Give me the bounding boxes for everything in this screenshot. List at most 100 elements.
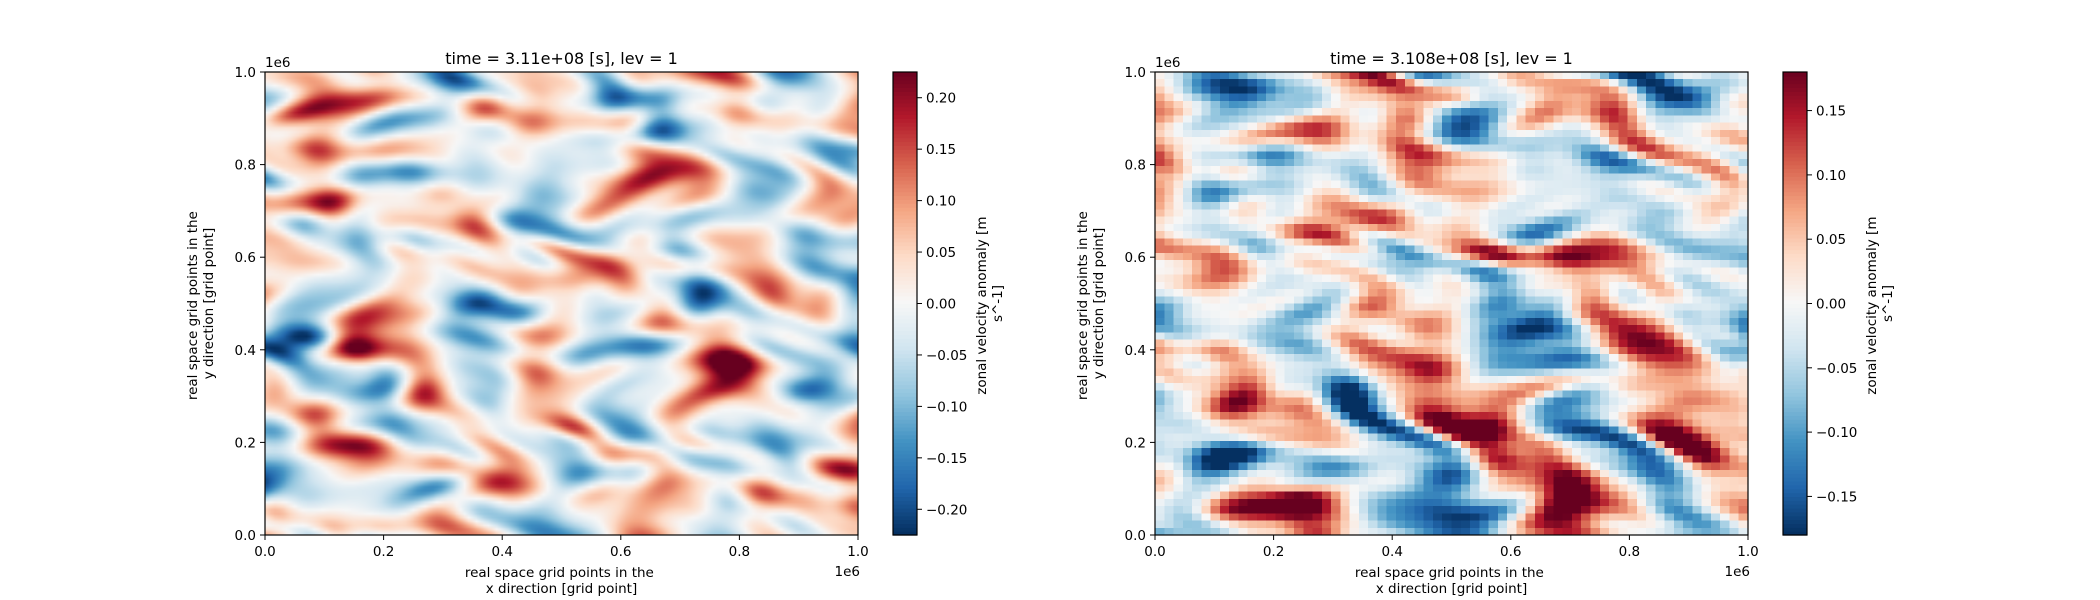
colorbar-segment: [1783, 199, 1807, 204]
colorbar-tick-label: 0.15: [1816, 104, 1846, 120]
y-tick-label: 1.0: [235, 65, 256, 81]
colorbar-segment: [893, 195, 917, 200]
y-tick-label: 1.0: [1125, 65, 1146, 81]
y-axis-ticks: 0.0 0.2 0.4 0.6 0.8 1.0: [1125, 65, 1155, 544]
colorbar-segment: [893, 527, 917, 532]
colorbar-segment: [893, 187, 917, 193]
colorbar-segment: [1783, 426, 1807, 432]
colorbar-segment: [1783, 496, 1807, 501]
heatmap-image: [1155, 72, 1748, 535]
colorbar-ticks: −0.20 −0.15 −0.10 −0.05 0.00 0.05 0.10 0.15 0.20: [917, 91, 967, 518]
colorbar-segment: [893, 322, 917, 328]
colorbar-segment: [893, 380, 917, 386]
colorbar-segment: [1783, 465, 1807, 471]
y-axis-ticks: 0.0 0.2 0.4 0.6 0.8 1.0: [235, 65, 265, 544]
colorbar-segment: [1783, 342, 1807, 347]
y-tick-label: 0.4: [1125, 343, 1146, 359]
y-axis-label: real space grid points in the y directio…: [185, 207, 217, 400]
colorbar-segment: [1783, 210, 1807, 216]
x-axis-label-line-1: real space grid points in the: [465, 565, 654, 581]
colorbar-segment: [1783, 307, 1807, 312]
colorbar-segment: [1783, 369, 1807, 374]
colorbar-segment: [893, 99, 917, 104]
colorbar-segment: [893, 268, 917, 274]
colorbar-segment: [893, 480, 917, 486]
colorbar-segment: [893, 291, 917, 297]
colorbar-segment: [1783, 315, 1807, 320]
heatmap-panel-left: 0.0 0.2 0.4 0.6 0.8 1.0 0.0 0.2 0.4 0.6 0.8 1.0 ti…: [185, 49, 1006, 597]
colorbar-segment: [1783, 156, 1807, 162]
y-offset-label: 1e6: [1155, 55, 1180, 71]
x-offset-label: 1e6: [1725, 564, 1750, 580]
colorbar-segment: [1783, 330, 1807, 335]
colorbar-segment: [1783, 492, 1807, 498]
colorbar-segment: [893, 523, 917, 528]
colorbar-segment: [893, 257, 917, 262]
colorbar-segment: [893, 160, 917, 166]
x-tick-label: 1.0: [847, 544, 868, 560]
colorbar-segment: [1783, 480, 1807, 486]
x-tick-label: 0.2: [373, 544, 394, 560]
colorbar-segment: [1783, 442, 1807, 447]
colorbar-segment: [893, 168, 917, 173]
colorbar-segment: [893, 407, 917, 413]
x-axis-ticks: 0.0 0.2 0.4 0.6 0.8 1.0: [1144, 535, 1759, 560]
colorbar-segment: [1783, 511, 1807, 517]
x-tick-label: 0.0: [254, 544, 275, 560]
colorbar-segment: [893, 153, 917, 158]
colorbar-segment: [893, 473, 917, 478]
colorbar-segment: [893, 450, 917, 455]
colorbar-tick-label: −0.15: [926, 451, 967, 467]
colorbar-ticks: −0.15 −0.10 −0.05 0.00 0.05 0.10 0.15: [1807, 104, 1857, 505]
colorbar-tick-label: −0.20: [926, 502, 967, 518]
colorbar-segment: [893, 75, 917, 81]
colorbar-segment: [1783, 218, 1807, 224]
colorbar-segment: [893, 110, 917, 116]
colorbar-segment: [1783, 222, 1807, 227]
colorbar-segment: [893, 492, 917, 498]
colorbar-segment: [893, 430, 917, 436]
y-axis-label-line-2: y direction [grid point]: [201, 228, 217, 379]
colorbar-tick-label: −0.10: [1816, 425, 1857, 441]
colorbar-tick-label: −0.10: [926, 399, 967, 415]
x-axis-label: real space grid points in the x directio…: [1355, 565, 1548, 597]
x-axis-label-line-2: x direction [grid point]: [486, 581, 637, 597]
colorbar-tick-label: 0.15: [926, 142, 956, 158]
colorbar-label: zonal velocity anomaly [m s^-1]: [974, 212, 1006, 395]
y-tick-label: 0.4: [235, 343, 256, 359]
x-tick-label: 1.0: [1737, 544, 1758, 560]
colorbar-segment: [1783, 187, 1807, 193]
colorbar-segment: [1783, 380, 1807, 386]
colorbar-segment: [1783, 504, 1807, 509]
colorbar-segment: [893, 388, 917, 393]
colorbar-segment: [1783, 469, 1807, 474]
colorbar-segment: [1783, 434, 1807, 440]
colorbar-segment: [1783, 484, 1807, 490]
colorbar-label-line-1: zonal velocity anomaly [m: [974, 217, 990, 395]
colorbar-segment: [893, 392, 917, 397]
colorbar-segment: [893, 230, 917, 235]
colorbar-segment: [893, 365, 917, 370]
x-offset-label: 1e6: [835, 564, 860, 580]
colorbar-segment: [893, 284, 917, 289]
colorbar-segment: [893, 176, 917, 181]
colorbar-segment: [893, 299, 917, 305]
colorbar-segment: [1783, 145, 1807, 150]
colorbar-segment: [893, 295, 917, 301]
colorbar-segment: [893, 203, 917, 208]
colorbar-segment: [1783, 203, 1807, 208]
colorbar-segment: [893, 403, 917, 409]
colorbar-segment: [893, 353, 917, 359]
colorbar-segment: [1783, 453, 1807, 459]
colorbar-segment: [893, 342, 917, 347]
colorbar-segment: [1783, 249, 1807, 254]
colorbar-segment: [1783, 338, 1807, 343]
colorbar-segment: [1783, 473, 1807, 478]
colorbar-segment: [893, 511, 917, 517]
colorbar-segment: [893, 114, 917, 119]
colorbar-segment: [893, 276, 917, 281]
colorbar-segment: [1783, 376, 1807, 382]
y-tick-label: 0.6: [235, 250, 256, 266]
colorbar-segment: [1783, 114, 1807, 119]
